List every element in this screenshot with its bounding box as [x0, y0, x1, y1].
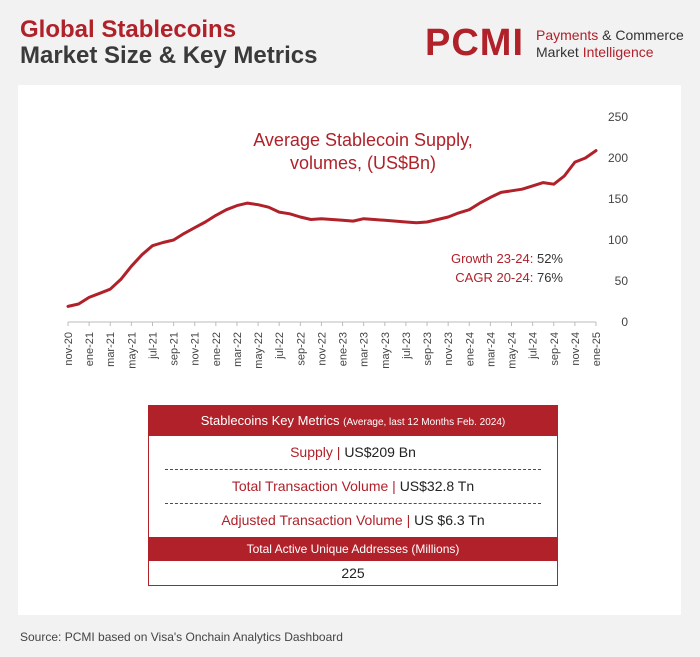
x-tick-label: mar-22	[232, 332, 244, 367]
x-tick-label: nov-22	[316, 332, 328, 366]
x-tick-label: sep-24	[549, 332, 561, 366]
x-tick-label: jul-21	[147, 332, 159, 360]
y-tick-label: 0	[621, 315, 628, 329]
x-tick-label: nov-23	[443, 332, 455, 366]
logo-word-payments: Payments	[536, 27, 599, 43]
x-tick-label: jul-22	[274, 332, 286, 360]
metric-value: US $6.3 Tn	[414, 512, 485, 528]
metric-value: US$209 Bn	[344, 444, 416, 460]
x-tick-label: ene-21	[84, 332, 96, 366]
chart-card: 0 50 100 150 200 250 nov-20 ene-21 mar-21 may-21 j…	[18, 85, 681, 615]
growth-label: Growth 23-24:	[450, 251, 534, 266]
x-tick-label: mar-21	[105, 332, 117, 367]
x-tick-label: nov-24	[570, 332, 582, 366]
x-tick-label: ene-24	[464, 332, 476, 366]
y-tick-label: 200	[608, 151, 628, 165]
x-tick-label: may-23	[380, 332, 392, 369]
x-tick-label: ene-25	[591, 332, 603, 366]
x-tick-label: mar-23	[359, 332, 371, 367]
metric-row-supply: Supply | US$209 Bn	[149, 436, 557, 469]
y-tick-label: 250	[608, 110, 628, 124]
cagr-value: 76%	[536, 270, 563, 285]
dashed-divider	[165, 469, 541, 470]
logo-tagline: Payments & Commerce Market Intelligence	[536, 27, 684, 61]
pcmi-logo: PCMI	[425, 22, 524, 64]
x-tick-label: ene-23	[338, 332, 350, 366]
dashed-divider	[165, 503, 541, 504]
logo-word-commerce: & Commerce	[598, 27, 684, 43]
cagr-label: CAGR 20-24:	[455, 270, 534, 285]
x-tick-label: may-21	[126, 332, 138, 369]
x-tick-label: may-24	[507, 332, 519, 369]
x-tick-label: ene-22	[211, 332, 223, 366]
y-tick-label: 100	[608, 233, 628, 247]
y-tick-label: 150	[608, 192, 628, 206]
series-line-stablecoin-supply	[66, 149, 598, 308]
key-metrics-table: Stablecoins Key Metrics (Average, last 1…	[148, 405, 558, 586]
x-tick-label: sep-22	[295, 332, 307, 366]
metrics-header-note: (Average, last 12 Months Feb. 2024)	[343, 417, 506, 428]
metric-value: US$32.8 Tn	[399, 478, 475, 494]
logo-word-market: Market	[536, 44, 583, 60]
cagr-annotation: CAGR 20-24: 76%	[455, 270, 563, 285]
x-tick-label: nov-21	[190, 332, 202, 366]
metric-label: Total Transaction Volume |	[231, 478, 396, 494]
x-tick-label: sep-21	[169, 332, 181, 366]
addresses-header: Total Active Unique Addresses (Millions)	[149, 537, 557, 561]
metrics-header-title: Stablecoins Key Metrics	[200, 413, 340, 428]
growth-value: 52%	[536, 251, 563, 266]
chart-title-line1: Average Stablecoin Supply,	[253, 130, 473, 150]
x-tick-label: jul-23	[401, 332, 413, 360]
x-tick-label: may-22	[253, 332, 265, 369]
metric-row-total-volume: Total Transaction Volume | US$32.8 Tn	[149, 470, 557, 503]
addresses-value: 225	[341, 565, 365, 581]
x-tick-label: nov-20	[63, 332, 75, 366]
chart-title: Average Stablecoin Supply, volumes, (US$…	[233, 129, 493, 175]
page-title: Global Stablecoins	[20, 16, 237, 43]
metrics-header: Stablecoins Key Metrics (Average, last 1…	[149, 406, 557, 436]
x-tick-label: jul-24	[528, 332, 540, 360]
chart-title-line2: volumes, (US$Bn)	[289, 153, 437, 173]
metric-label: Adjusted Transaction Volume |	[221, 512, 411, 528]
logo-word-intelligence: Intelligence	[582, 44, 654, 60]
line-chart: 0 50 100 150 200 250 nov-20 ene-21 mar-21 may-21 j…	[63, 110, 629, 369]
metric-label: Supply |	[290, 444, 341, 460]
source-note: Source: PCMI based on Visa's Onchain Ana…	[20, 630, 343, 644]
growth-annotation: Growth 23-24: 52%	[451, 251, 563, 266]
x-tick-label: mar-24	[485, 332, 497, 367]
metric-row-adjusted-volume: Adjusted Transaction Volume | US $6.3 Tn	[149, 504, 557, 537]
page-subtitle: Market Size & Key Metrics	[20, 42, 318, 69]
x-tick-label: sep-23	[422, 332, 434, 366]
y-tick-label: 50	[615, 274, 629, 288]
